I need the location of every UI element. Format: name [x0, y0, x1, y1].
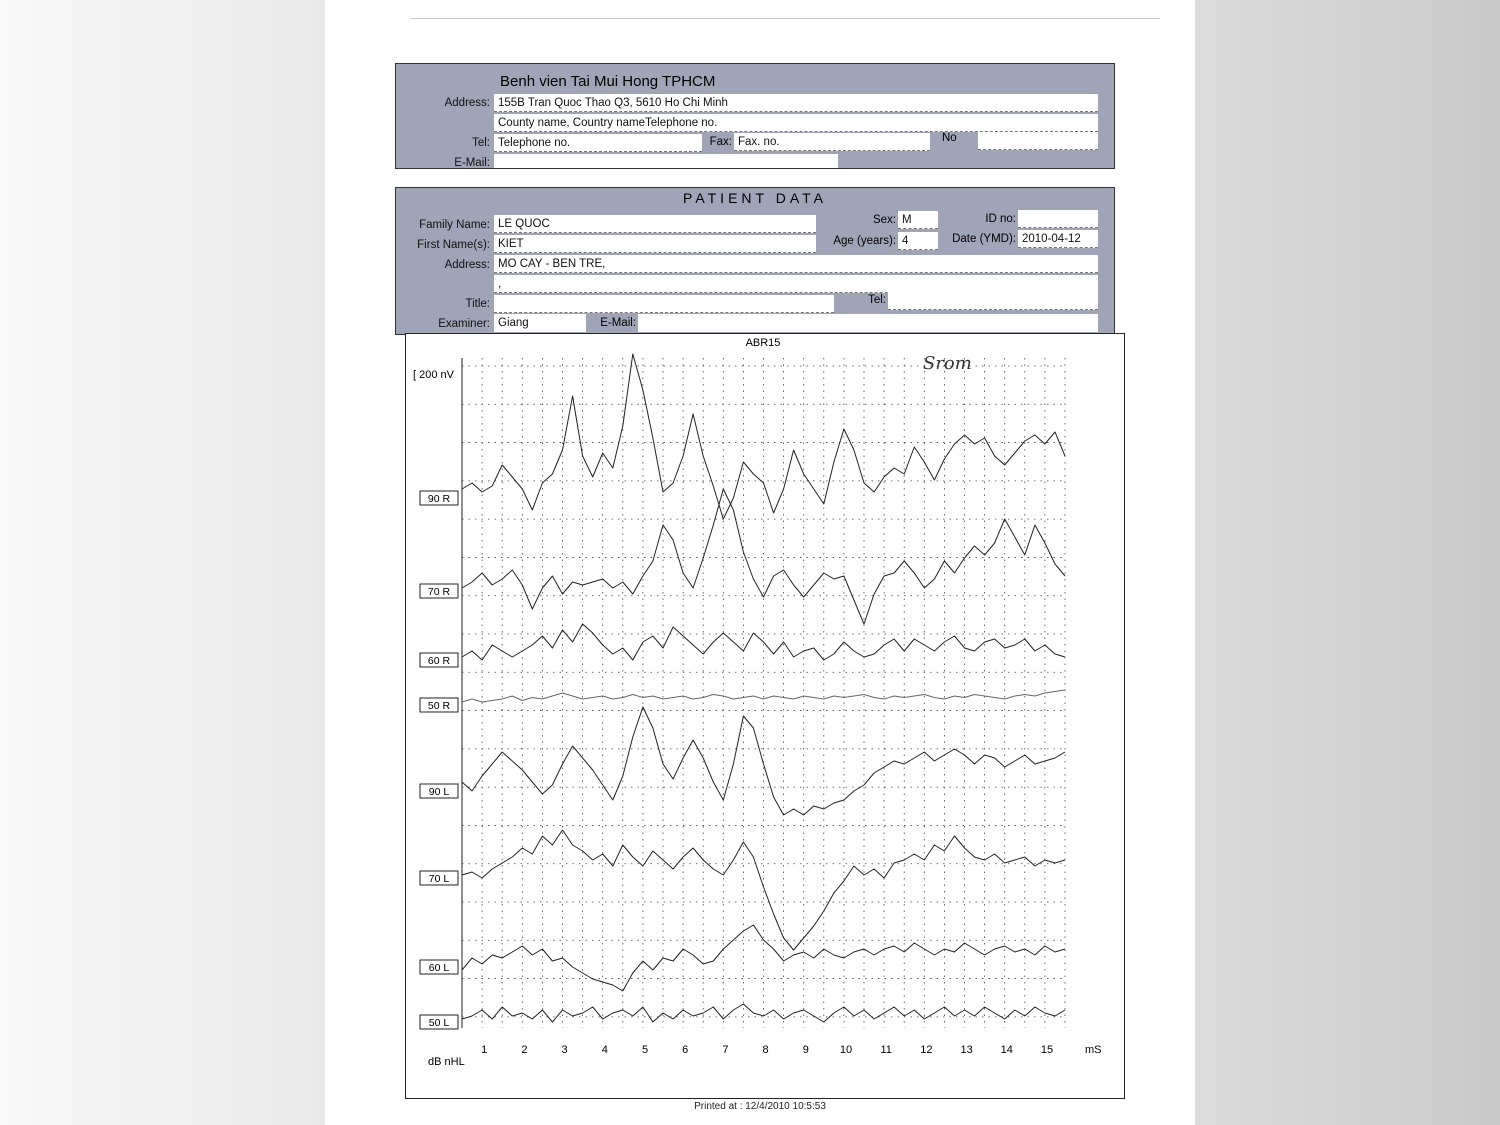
trace-90-l	[461, 706, 1066, 816]
trace-label-box	[419, 697, 459, 713]
printed-at: Printed at : 12/4/2010 10:5:53	[694, 1101, 826, 1112]
x-tick-label: 9	[803, 1044, 809, 1056]
x-tick-label: 14	[1001, 1044, 1013, 1056]
trace-label: 60 L	[429, 962, 450, 974]
date-value: 2010-04-12	[1018, 230, 1098, 248]
patient-address-line2: ,	[494, 275, 1098, 293]
slide-background-right	[1195, 0, 1500, 1125]
age-label: Age (years):	[833, 235, 896, 247]
patient-tel-label: Tel:	[868, 294, 886, 306]
hospital-no-value	[978, 132, 1098, 150]
first-name-label: First Name(s):	[417, 239, 490, 251]
examiner-label: Examiner:	[438, 318, 490, 330]
x-tick-label: 2	[521, 1044, 527, 1056]
trace-label: 90 L	[429, 786, 450, 798]
x-tick-label: 15	[1041, 1044, 1053, 1056]
trace-label: 60 R	[428, 655, 451, 667]
trace-70-l	[461, 829, 1066, 951]
trace-label: 70 L	[429, 873, 450, 885]
hospital-email-value	[494, 154, 838, 168]
sex-value: M	[898, 211, 938, 229]
id-no-label: ID no:	[985, 213, 1016, 225]
x-tick-label: 11	[880, 1044, 891, 1056]
title-value	[494, 295, 834, 313]
id-no-value	[1018, 210, 1098, 228]
x-tick-label: 13	[960, 1044, 972, 1056]
report-sheet: Benh vien Tai Mui Hong TPHCM Address: 15…	[325, 0, 1195, 1125]
x-tick-label: 10	[840, 1044, 852, 1056]
patient-tel-value	[888, 292, 1098, 310]
trace-70-r	[461, 488, 1066, 625]
trace-label-box	[419, 1014, 459, 1030]
hospital-header-box: Benh vien Tai Mui Hong TPHCM Address: 15…	[395, 63, 1115, 169]
examiner-value: Giang	[494, 314, 586, 332]
trace-label-box	[419, 490, 459, 506]
patient-address-label: Address:	[444, 259, 490, 271]
trace-50-r	[461, 689, 1066, 703]
x-tick-label: 5	[642, 1044, 648, 1056]
hospital-fax-value: Fax. no.	[734, 133, 930, 151]
hospital-tel-label: Tel:	[472, 137, 490, 149]
trace-90-r	[461, 353, 1066, 520]
trace-50-l	[461, 1003, 1066, 1023]
patient-address-line1: MO CAY - BEN TRE,	[494, 255, 1098, 273]
scan-edge-line	[410, 18, 1160, 19]
x-tick-label: 4	[602, 1044, 608, 1056]
age-value: 4	[898, 232, 938, 250]
trace-label-box	[419, 652, 459, 668]
chart-title: ABR15	[746, 337, 781, 349]
handwritten-annotation: Srom	[923, 353, 972, 374]
date-label: Date (YMD):	[952, 233, 1016, 245]
hospital-address-line1: 155B Tran Quoc Thao Q3, 5610 Ho Chi Minh	[494, 94, 1098, 112]
x-tick-label: 6	[682, 1044, 688, 1056]
trace-label-box	[419, 959, 459, 975]
x-tick-label: 3	[562, 1044, 568, 1056]
hospital-address-label: Address:	[444, 97, 490, 109]
x-tick-label: 12	[920, 1044, 932, 1056]
scale-label: [ 200 nV	[413, 369, 455, 381]
trace-label: 50 R	[428, 700, 451, 712]
hospital-fax-label: Fax:	[709, 136, 732, 148]
title-label: Title:	[465, 298, 491, 310]
x-tick-label: 8	[763, 1044, 769, 1056]
trace-60-l	[461, 924, 1066, 992]
trace-label: 70 R	[428, 586, 451, 598]
trace-60-r	[461, 623, 1066, 661]
trace-label: 90 R	[428, 493, 451, 505]
patient-email-value	[638, 314, 1098, 332]
y-axis-label: dB nHL	[428, 1056, 465, 1068]
family-name-label: Family Name:	[419, 219, 490, 231]
hospital-tel-value: Telephone no.	[494, 134, 702, 152]
x-tick-label: 7	[722, 1044, 728, 1056]
x-axis-label: mS	[1085, 1044, 1102, 1056]
hospital-address-line2: County name, Country nameTelephone no.	[494, 114, 1098, 132]
patient-email-label: E-Mail:	[600, 317, 636, 329]
slide-background-left	[0, 0, 325, 1125]
hospital-name: Benh vien Tai Mui Hong TPHCM	[500, 73, 716, 90]
trace-label-box	[419, 870, 459, 886]
patient-data-box: PATIENT DATA Family Name: LE QUOC Sex: M…	[395, 187, 1115, 335]
trace-label-box	[419, 783, 459, 799]
hospital-no-label: No	[942, 132, 957, 144]
x-tick-label: 1	[481, 1044, 487, 1056]
sex-label: Sex:	[872, 214, 896, 226]
trace-label-box	[419, 583, 459, 599]
first-name-value: KIET	[494, 235, 816, 253]
trace-label: 50 L	[429, 1017, 450, 1029]
family-name-value: LE QUOC	[494, 215, 816, 233]
hospital-email-label: E-Mail:	[454, 157, 490, 169]
patient-data-title: PATIENT DATA	[396, 188, 1114, 208]
